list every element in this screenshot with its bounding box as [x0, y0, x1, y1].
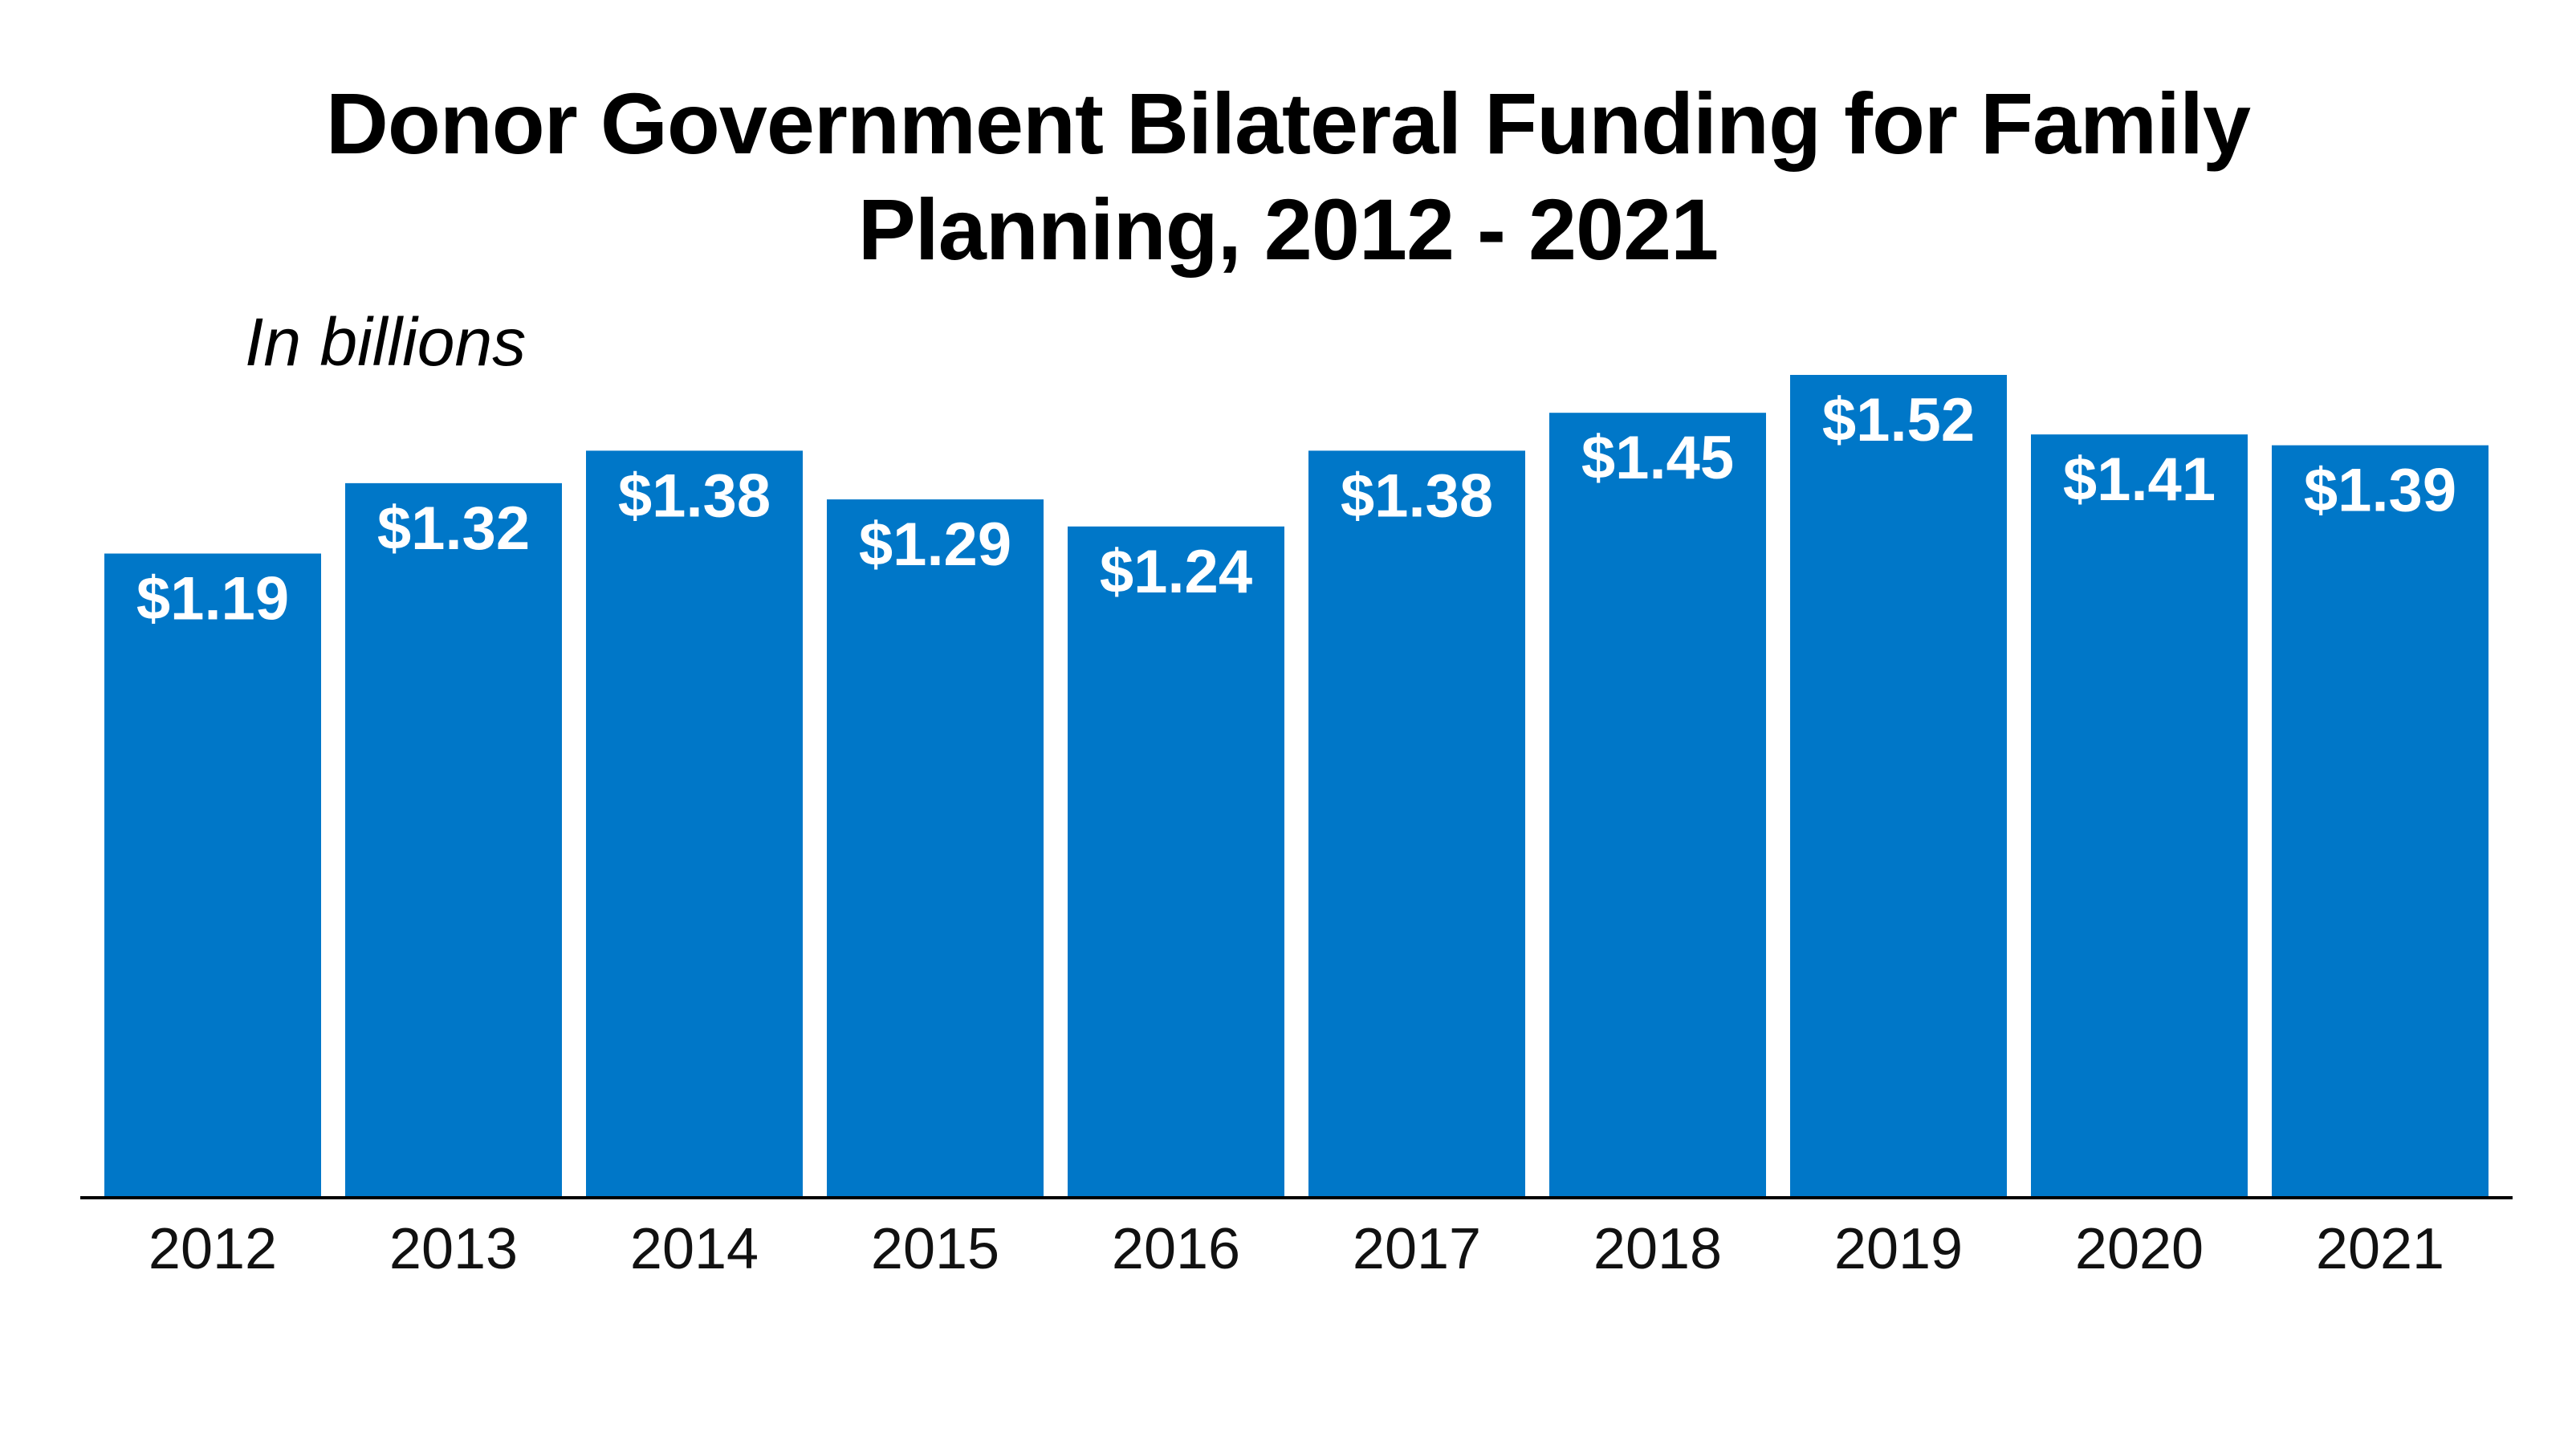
value-label-2021: $1.39: [2304, 457, 2456, 525]
chart-title-line-2: Planning, 2012 - 2021: [857, 181, 1719, 278]
value-label-2020: $1.41: [2063, 446, 2216, 514]
x-tick-label-2020: 2020: [2075, 1217, 2204, 1281]
bar-2021: [2272, 445, 2489, 1198]
bar-2013: [345, 482, 562, 1198]
chart-title-line-1: Donor Government Bilateral Funding for F…: [325, 75, 2251, 172]
value-label-2019: $1.52: [1822, 386, 1975, 454]
bar-2019: [1790, 375, 2007, 1198]
x-tick-label-2017: 2017: [1353, 1217, 1481, 1281]
value-label-2018: $1.45: [1581, 424, 1734, 492]
value-label-2015: $1.29: [859, 511, 1011, 579]
x-tick-label-2015: 2015: [871, 1217, 999, 1281]
chart-subtitle: In billions: [245, 304, 527, 380]
bar-2012: [104, 553, 321, 1198]
x-tick-label-2013: 2013: [389, 1217, 518, 1281]
x-tick-label-2012: 2012: [149, 1217, 277, 1281]
x-tick-label-2021: 2021: [2316, 1217, 2444, 1281]
value-label-2012: $1.19: [136, 565, 289, 633]
value-label-2013: $1.32: [377, 495, 530, 563]
value-label-2014: $1.38: [618, 462, 771, 530]
bar-2015: [827, 499, 1044, 1198]
bar-2014: [586, 450, 803, 1198]
x-tick-label-2019: 2019: [1834, 1217, 1963, 1281]
bar-2020: [2031, 434, 2248, 1198]
x-tick-label-2018: 2018: [1593, 1217, 1722, 1281]
x-tick-label-2016: 2016: [1112, 1217, 1240, 1281]
x-tick-labels-layer: 2012 2013 2014 2015 2016 2017 2018 2019 2020 2021: [149, 1217, 2444, 1281]
chart-title: Donor Government Bilateral Funding for F…: [0, 71, 2576, 283]
bar-2017: [1308, 450, 1525, 1198]
value-labels-layer: $1.19 $1.32 $1.38 $1.29 $1.24 $1.38 $1.45 $1.52…: [136, 386, 2456, 633]
x-tick-label-2014: 2014: [630, 1217, 759, 1281]
bar-2016: [1068, 526, 1284, 1198]
bar-2018: [1549, 413, 1766, 1198]
value-label-2016: $1.24: [1100, 538, 1252, 606]
bars-layer: [104, 375, 2489, 1198]
value-label-2017: $1.38: [1341, 462, 1493, 530]
